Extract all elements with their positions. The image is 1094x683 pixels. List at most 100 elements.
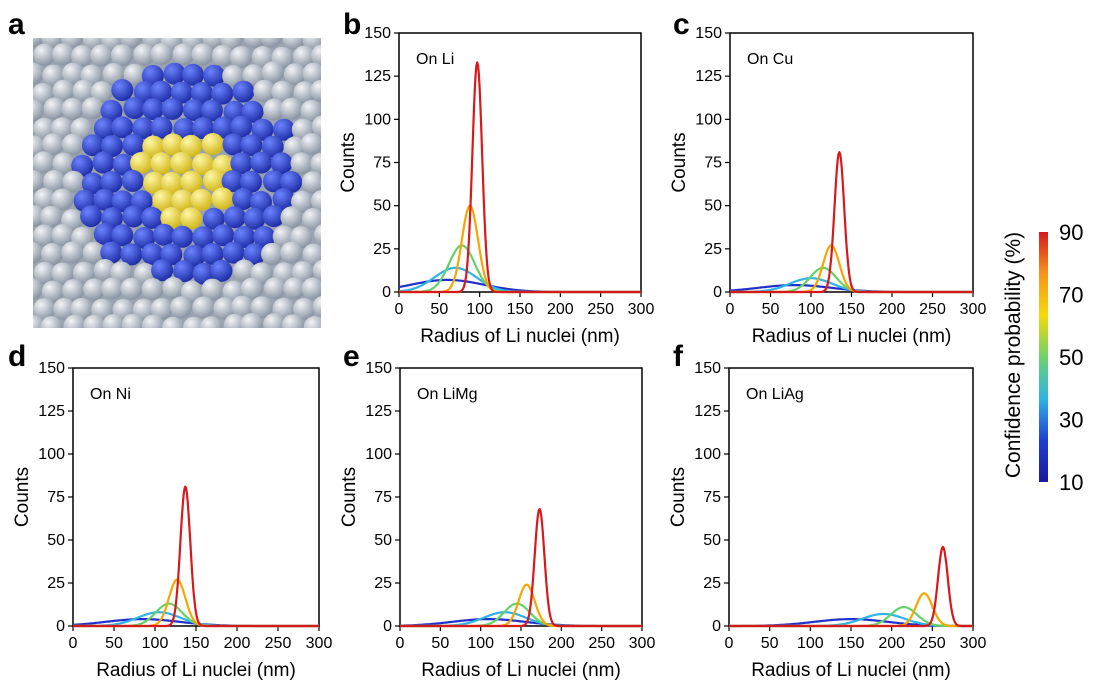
substrate-atom	[33, 121, 36, 136]
substrate-atom	[82, 241, 105, 264]
substrate-atom	[10, 81, 32, 103]
panel-letter-f: f	[673, 340, 683, 373]
substrate-atom	[182, 316, 205, 328]
panel-letter-c: c	[673, 8, 690, 41]
series-line-90	[399, 507, 643, 628]
colorbar-tick-label: 90	[1059, 220, 1083, 245]
substrate-atom	[52, 43, 74, 66]
substrate-atom	[300, 99, 321, 122]
substrate-atom	[0, 172, 6, 194]
substrate-atom	[0, 134, 2, 156]
x-tick-label: 0	[396, 635, 405, 652]
core-atom	[203, 169, 225, 192]
shell-atom	[190, 82, 213, 104]
substrate-atom	[0, 224, 13, 246]
plot-frame	[399, 367, 643, 627]
shell-atom	[250, 190, 272, 213]
substrate-atom	[302, 243, 321, 266]
substrate-atom	[312, 295, 321, 318]
panel-annotation: On Cu	[747, 51, 793, 68]
substrate-atom	[221, 0, 243, 13]
x-tick-label: 300	[960, 635, 987, 652]
substrate-atom	[33, 224, 56, 247]
substrate-atom	[291, 261, 314, 284]
substrate-atom	[150, 43, 173, 65]
substrate-atom	[33, 229, 35, 242]
substrate-atom	[233, 259, 256, 282]
substrate-atom	[310, 152, 321, 175]
substrate-atom	[162, 0, 184, 13]
y-tick-label: 100	[694, 446, 721, 463]
substrate-atom	[141, 278, 164, 301]
substrate-atom	[243, 38, 266, 49]
y-tick-label: 50	[704, 198, 722, 215]
substrate-atom	[332, 80, 354, 102]
substrate-atom	[40, 0, 62, 15]
substrate-atom	[193, 10, 215, 32]
shell-atom	[250, 151, 273, 174]
panel-annotation: On LiAg	[746, 386, 804, 403]
substrate-atom	[240, 313, 263, 328]
shell-atom	[221, 170, 244, 193]
substrate-atom	[53, 297, 76, 320]
x-tick-label: 150	[507, 301, 534, 318]
x-tick-label: 0	[69, 635, 78, 652]
substrate-atom	[40, 205, 63, 228]
substrate-atom	[0, 277, 5, 299]
shell-atom	[93, 223, 116, 245]
x-axis-label: Radius of Li nuclei (nm)	[421, 660, 621, 681]
x-tick-label: 250	[265, 635, 292, 652]
core-atom	[150, 152, 173, 175]
substrate-atom	[332, 225, 354, 247]
y-tick-label: 75	[373, 155, 391, 172]
shell-atom	[141, 206, 163, 229]
shell-atom	[151, 259, 174, 282]
y-tick-label: 25	[373, 241, 391, 258]
panel-letter-a: a	[8, 8, 25, 41]
series-line-70	[72, 578, 320, 628]
shell-atom	[93, 117, 116, 140]
x-tick-label: 50	[762, 301, 780, 318]
shell-atom	[120, 243, 143, 266]
series-line-90	[729, 151, 974, 294]
shell-atom	[243, 207, 266, 230]
substrate-atom	[0, 100, 22, 122]
shell-atom	[122, 205, 145, 228]
shell-atom	[182, 63, 204, 86]
shell-atom	[240, 170, 262, 193]
x-tick-label: 200	[878, 635, 905, 652]
y-tick-label: 125	[695, 68, 722, 85]
panel-letter-b: b	[343, 8, 362, 41]
substrate-atom	[72, 79, 95, 102]
colorbar-tick-label: 30	[1059, 408, 1083, 433]
y-tick-label: 0	[712, 618, 721, 635]
substrate-atom	[322, 280, 344, 302]
core-atom	[180, 134, 202, 157]
x-tick-label: 250	[919, 635, 946, 652]
y-tick-label: 75	[374, 489, 392, 506]
substrate-atom	[291, 8, 313, 30]
y-tick-label: 75	[47, 489, 65, 506]
substrate-atom	[52, 79, 75, 102]
shell-atom	[141, 243, 164, 265]
substrate-atom	[280, 206, 303, 229]
substrate-atom	[0, 97, 3, 119]
shell-atom	[100, 171, 123, 193]
substrate-atom	[342, 63, 364, 85]
substrate-atom	[320, 178, 321, 188]
substrate-atom	[244, 0, 266, 12]
series-line-50	[398, 244, 642, 294]
y-tick-label: 150	[695, 25, 722, 42]
substrate-atom	[301, 0, 323, 15]
substrate-atom	[131, 8, 153, 30]
substrate-atom	[352, 224, 374, 246]
x-tick-label: 300	[629, 635, 656, 652]
substrate-atom	[301, 277, 321, 300]
shell-atom	[92, 151, 115, 174]
substrate-atom	[170, 9, 192, 31]
substrate-atom	[312, 259, 321, 282]
shell-atom	[111, 190, 134, 213]
substrate-atom	[52, 152, 75, 175]
substrate-atom	[33, 241, 43, 264]
x-axis-label: Radius of Li nuclei (nm)	[420, 326, 620, 347]
